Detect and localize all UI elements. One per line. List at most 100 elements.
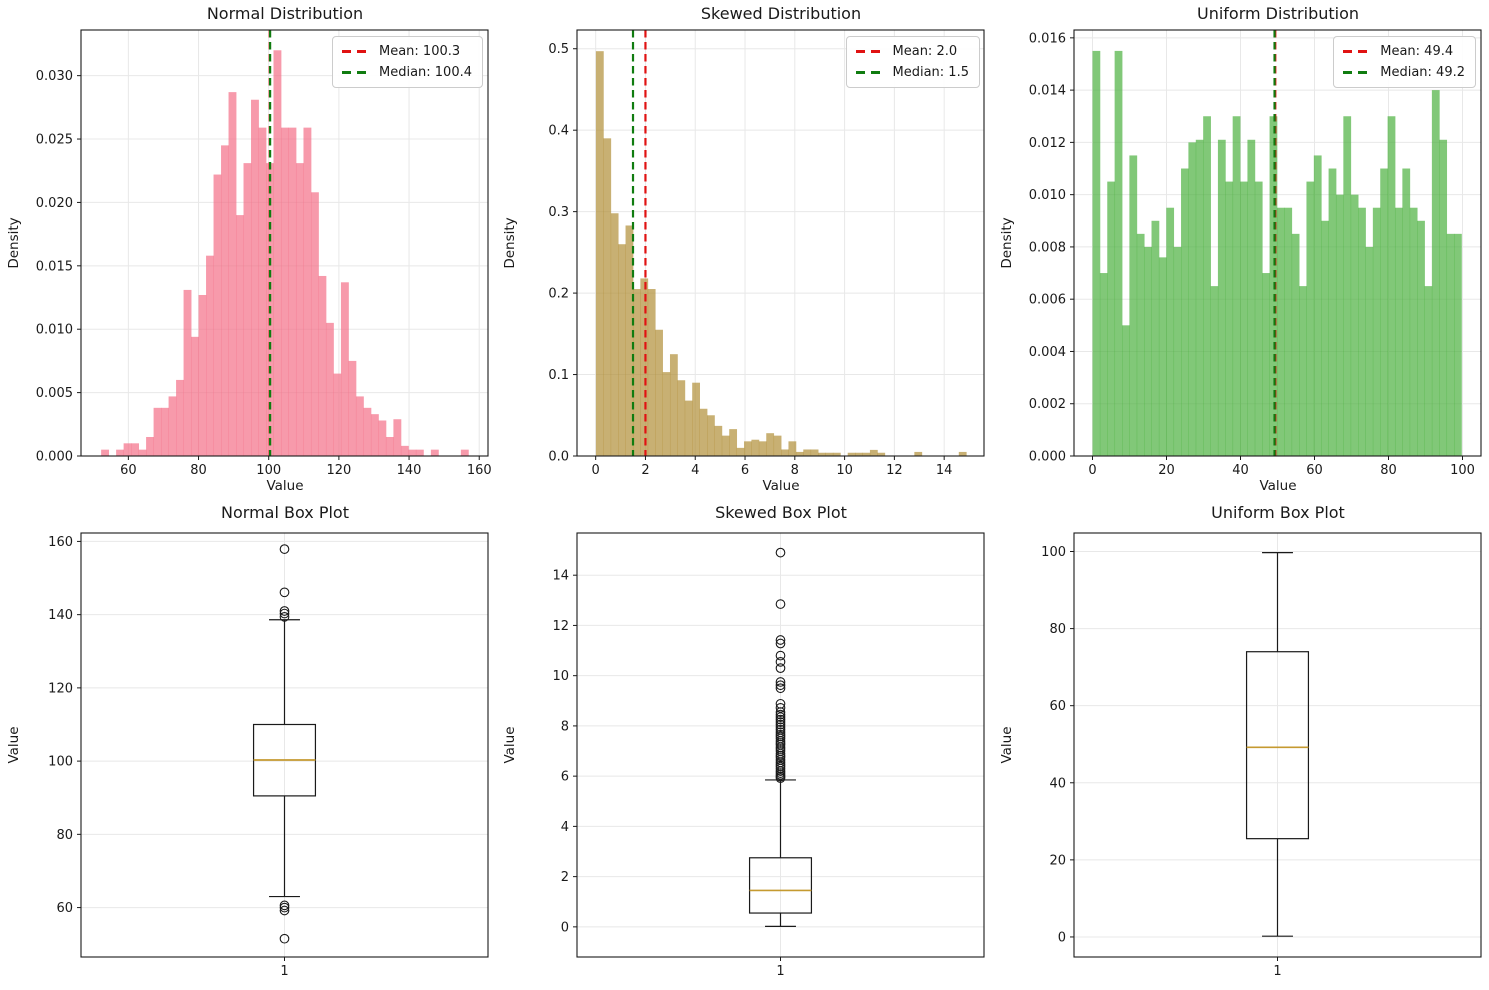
plot-title: Normal Box Plot [221, 503, 349, 522]
svg-text:20: 20 [1158, 463, 1175, 478]
plot-title: Uniform Box Plot [1211, 503, 1345, 522]
svg-text:14: 14 [552, 569, 569, 584]
uniform-boxplot-canvas: 1 0 20 40 60 80 100 [1041, 532, 1482, 979]
legend-label-mean: Mean: 49.4 [1380, 44, 1454, 59]
svg-text:0: 0 [561, 920, 569, 935]
svg-text:4: 4 [561, 820, 569, 835]
skewed-histogram-canvas: 0 2 4 6 8 10 12 14 0.0 0.1 0.2 0.3 0.4 0.5 [548, 29, 985, 478]
svg-text:60: 60 [56, 901, 73, 916]
legend: Mean: 100.3 Median: 100.4 [331, 36, 483, 88]
svg-text:0.010: 0.010 [36, 323, 73, 338]
svg-text:80: 80 [1380, 463, 1397, 478]
svg-text:6: 6 [741, 463, 749, 478]
svg-text:20: 20 [1049, 853, 1066, 868]
legend-label-median: Median: 49.2 [1380, 65, 1465, 80]
svg-text:60: 60 [1306, 463, 1323, 478]
svg-text:8: 8 [791, 463, 799, 478]
subplot-uniform-box-plot: Uniform Box Plot Value 1 0 20 40 60 80 100 [993, 495, 1489, 990]
svg-text:120: 120 [48, 681, 73, 696]
mean-dashed-line-swatch [341, 50, 370, 53]
legend-item-mean: Mean: 2.0 [855, 44, 969, 59]
mean-dashed-line-swatch [855, 50, 884, 53]
svg-text:0.015: 0.015 [36, 259, 73, 274]
svg-text:0.002: 0.002 [1029, 397, 1066, 412]
svg-text:0.010: 0.010 [1029, 188, 1066, 203]
svg-text:140: 140 [48, 608, 73, 623]
svg-text:0.020: 0.020 [36, 196, 73, 211]
svg-text:1: 1 [1273, 964, 1281, 979]
svg-text:60: 60 [1049, 699, 1066, 714]
svg-text:140: 140 [397, 463, 422, 478]
subplot-skewed-box-plot: Skewed Box Plot Value 1 0 2 4 6 8 10 12 14 [496, 495, 993, 990]
svg-text:0.030: 0.030 [36, 69, 73, 84]
svg-text:0.014: 0.014 [1029, 84, 1066, 99]
svg-text:0.2: 0.2 [548, 287, 569, 302]
legend-item-mean: Mean: 49.4 [1343, 44, 1465, 59]
legend-item-median: Median: 100.4 [341, 65, 472, 80]
x-axis-label: Value [1259, 478, 1297, 494]
subplot-uniform-distribution: Uniform Distribution Density 0 20 40 60 80 10… [993, 0, 1489, 495]
legend-label-mean: Mean: 100.3 [378, 44, 461, 59]
svg-text:0.1: 0.1 [548, 368, 569, 383]
svg-text:160: 160 [48, 535, 73, 550]
svg-text:0.016: 0.016 [1029, 31, 1066, 46]
plot-title: Uniform Distribution [1196, 4, 1360, 23]
svg-text:8: 8 [561, 719, 569, 734]
svg-text:14: 14 [936, 463, 953, 478]
svg-text:100: 100 [1450, 463, 1475, 478]
svg-text:0.005: 0.005 [36, 386, 73, 401]
svg-text:80: 80 [56, 828, 73, 843]
svg-text:10: 10 [552, 669, 569, 684]
svg-text:40: 40 [1049, 776, 1066, 791]
svg-text:0.008: 0.008 [1029, 240, 1066, 255]
legend-item-mean: Mean: 100.3 [341, 44, 472, 59]
svg-text:0: 0 [1088, 463, 1096, 478]
svg-text:6: 6 [561, 770, 569, 785]
svg-text:80: 80 [1049, 622, 1066, 637]
svg-text:60: 60 [120, 463, 137, 478]
median-dashed-line-swatch [1343, 71, 1372, 74]
svg-text:1: 1 [776, 964, 784, 979]
svg-text:0.000: 0.000 [36, 450, 73, 465]
legend: Mean: 2.0 Median: 1.5 [845, 36, 980, 88]
svg-text:40: 40 [1232, 463, 1249, 478]
svg-text:120: 120 [326, 463, 351, 478]
legend-item-median: Median: 1.5 [855, 65, 969, 80]
svg-text:10: 10 [836, 463, 853, 478]
svg-text:0: 0 [1058, 930, 1066, 945]
svg-text:0.004: 0.004 [1029, 345, 1066, 360]
svg-text:0.012: 0.012 [1029, 136, 1066, 151]
svg-text:100: 100 [1041, 545, 1066, 560]
plot-title: Skewed Distribution [700, 4, 862, 23]
legend-item-median: Median: 49.2 [1343, 65, 1465, 80]
svg-text:2: 2 [561, 870, 569, 885]
legend: Mean: 49.4 Median: 49.2 [1333, 36, 1476, 88]
subplot-normal-box-plot: Normal Box Plot Value 1 60 80 100 120 140 160 [0, 495, 496, 990]
median-dashed-line-swatch [341, 71, 370, 74]
uniform-histogram-canvas: 0 20 40 60 80 100 0.000 0.002 0.004 0.006 0.008 0.0… [1029, 29, 1482, 478]
svg-text:0.025: 0.025 [36, 133, 73, 148]
x-axis-label: Value [762, 478, 800, 494]
svg-text:0.4: 0.4 [548, 124, 569, 139]
plot-title: Skewed Box Plot [715, 503, 847, 522]
svg-text:4: 4 [691, 463, 699, 478]
svg-text:0.006: 0.006 [1029, 293, 1066, 308]
normal-histogram-canvas: 60 80 100 120 140 160 0.000 0.005 0.010 0.015 0.02… [36, 29, 492, 478]
plot-title: Normal Distribution [206, 4, 364, 23]
median-dashed-line-swatch [855, 71, 884, 74]
legend-label-mean: Mean: 2.0 [892, 44, 958, 59]
svg-text:1: 1 [280, 964, 288, 979]
svg-text:80: 80 [190, 463, 207, 478]
svg-text:0: 0 [592, 463, 600, 478]
legend-label-median: Median: 100.4 [378, 65, 472, 80]
svg-text:100: 100 [256, 463, 281, 478]
svg-text:0.3: 0.3 [548, 205, 569, 220]
svg-text:2: 2 [641, 463, 649, 478]
svg-text:160: 160 [467, 463, 492, 478]
svg-text:12: 12 [886, 463, 903, 478]
svg-text:0.000: 0.000 [1029, 450, 1066, 465]
x-axis-label: Value [266, 478, 304, 494]
